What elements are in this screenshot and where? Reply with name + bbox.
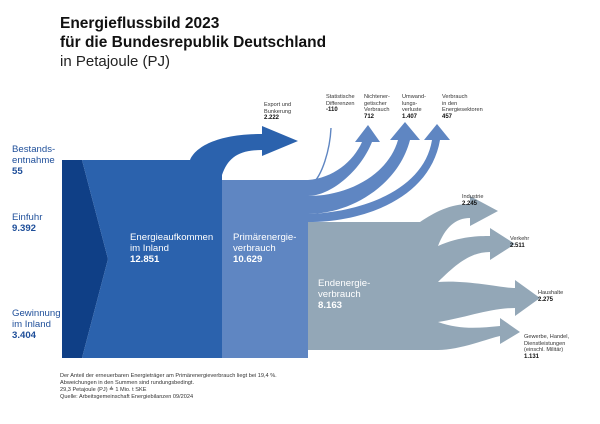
gewerbe-label-3: (einschl. Militär) [524, 347, 564, 354]
umwandlung-value: 1.407 [402, 113, 418, 120]
nichtenergetisch-label-2: getischer [364, 100, 387, 107]
output-haushalte: Haushalte 2.275 [538, 290, 563, 303]
export-label-1: Export und [264, 102, 292, 108]
sektoren-value: 457 [442, 113, 453, 120]
aufkommen-block [82, 160, 222, 358]
aufkommen-label-2: im Inland [130, 243, 169, 254]
input-bestandsentnahme: Bestands- entnahme 55 [12, 144, 55, 177]
primaer-value: 10.629 [233, 254, 263, 265]
end-block [308, 222, 438, 350]
haushalte-value: 2.275 [538, 296, 554, 303]
nichtenergetisch-value: 712 [364, 113, 375, 120]
industrie-arrow [420, 196, 498, 246]
output-sektoren: Verbrauch in den Energiesektoren 457 [442, 94, 483, 120]
sektoren-label-1: Verbrauch [442, 94, 468, 100]
output-umwandlung: Umwand- lungs- verluste 1.407 [402, 94, 426, 120]
einfuhr-label: Einfuhr [12, 212, 43, 223]
gewerbe-label-2: Dienstleistungen [524, 340, 566, 347]
nichtenergetisch-arrow [308, 125, 380, 196]
bestand-value: 55 [12, 166, 23, 177]
bestand-label-1: Bestands- [12, 144, 56, 155]
gewinnung-label-2: im Inland [12, 319, 51, 330]
haushalte-arrow [438, 280, 540, 322]
footnote: Der Anteil der erneuerbaren Energieträge… [60, 373, 277, 401]
input-einfuhr: Einfuhr 9.392 [12, 212, 42, 234]
gewinnung-label-1: Gewinnung [12, 308, 61, 319]
gewerbe-label-1: Gewerbe, Handel, [524, 334, 570, 340]
title-unit: in Petajoule (PJ) [60, 53, 171, 70]
title-line-1: Energieflussbild 2023 [60, 15, 220, 32]
umwandlung-label-2: lungs- [402, 100, 418, 107]
umwandlung-label-1: Umwand- [402, 94, 426, 100]
end-label-1: Endenergie- [318, 278, 371, 289]
nichtenergetisch-label-1: Nichtener- [364, 94, 390, 100]
aufkommen-value: 12.851 [130, 254, 160, 265]
gewinnung-value: 3.404 [12, 330, 37, 341]
output-export: Export und Bunkerung 2.222 [264, 102, 291, 122]
sektoren-label-3: Energiesektoren [442, 107, 483, 114]
export-arrow [190, 126, 298, 175]
footnote-line-3: 29,3 Petajoule (PJ) ≙ 1 Mio. t SKE [60, 387, 147, 393]
footnote-line-1: Der Anteil der erneuerbaren Energieträge… [60, 373, 277, 379]
industrie-label: Industrie [462, 194, 484, 200]
verkehr-label: Verkehr [510, 236, 530, 242]
input-flow [62, 160, 108, 358]
sektoren-arrow [308, 124, 450, 222]
statistik-value: -110 [326, 107, 338, 114]
output-nichtenergetisch: Nichtener- getischer Verbrauch 712 [364, 94, 390, 120]
export-value: 2.222 [264, 115, 280, 122]
output-verkehr: Verkehr 2.511 [510, 236, 529, 249]
primaer-block [222, 180, 308, 358]
nichtenergetisch-label-3: Verbrauch [364, 107, 390, 114]
end-label-2: verbrauch [318, 289, 361, 300]
gewerbe-value: 1.131 [524, 353, 540, 360]
output-gewerbe: Gewerbe, Handel, Dienstleistungen (einsc… [524, 334, 569, 360]
statistik-label-1: Statistische [326, 94, 355, 100]
sektoren-label-2: in den [442, 100, 458, 107]
haushalte-label: Haushalte [538, 290, 564, 296]
aufkommen-label-1: Energieaufkommen [130, 232, 214, 243]
bestand-label-2: entnahme [12, 155, 55, 166]
output-statistik: Statistische Differenzen -110 [326, 94, 355, 114]
gewerbe-arrow [438, 318, 520, 350]
input-gewinnung: Gewinnung im Inland 3.404 [12, 308, 61, 341]
einfuhr-value: 9.392 [12, 223, 37, 234]
primaer-label: Primärenergie- verbrauch 10.629 [233, 232, 296, 265]
export-label-2: Bunkerung [264, 108, 292, 115]
umwandlung-label-3: verluste [402, 107, 422, 114]
statistik-label-2: Differenzen [326, 100, 355, 107]
industrie-value: 2.245 [462, 200, 478, 207]
footnote-line-4: Quelle: Arbeitsgemeinschaft Energiebilan… [60, 394, 194, 400]
primaer-label-2: verbrauch [233, 243, 276, 254]
verkehr-arrow [438, 228, 515, 282]
output-industrie: Industrie 2.245 [462, 194, 483, 207]
diagram-title: Energieflussbild 2023 für die Bundesrepu… [60, 14, 326, 72]
verkehr-value: 2.511 [510, 242, 525, 249]
title-line-2: für die Bundesrepublik Deutschland [60, 34, 327, 51]
umwandlung-arrow [308, 122, 420, 214]
footnote-line-2: Abweichungen in den Summen sind rundungs… [60, 380, 195, 386]
primaer-label-1: Primärenergie- [233, 232, 297, 243]
aufkommen-label: Energieaufkommen im Inland 12.851 [130, 232, 213, 265]
end-value: 8.163 [318, 300, 343, 311]
end-label: Endenergie- verbrauch 8.163 [318, 278, 370, 311]
